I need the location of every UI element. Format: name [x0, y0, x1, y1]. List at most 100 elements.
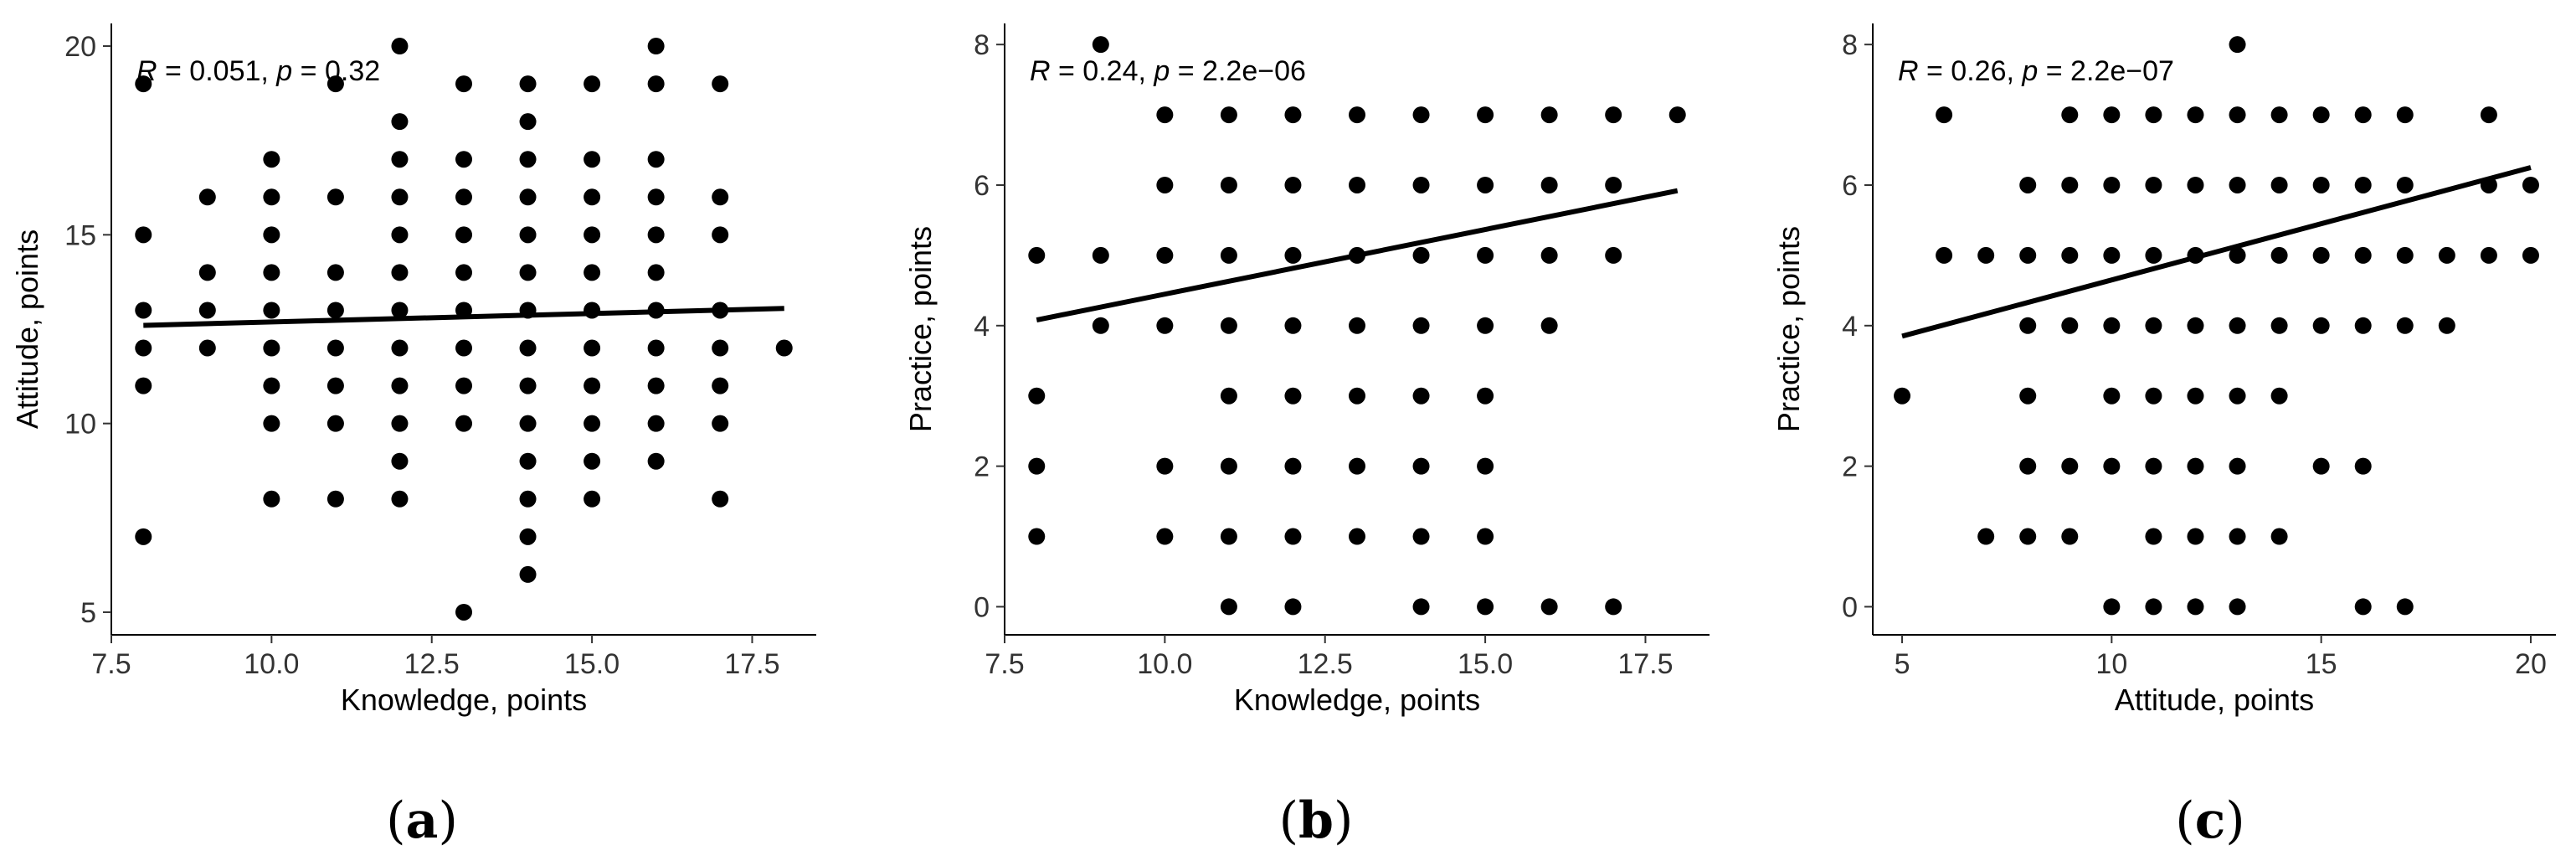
panel-b-label-close: ) — [1334, 791, 1353, 850]
panel-c-data-point — [2103, 317, 2121, 334]
panel-a-label-open: ( — [386, 791, 405, 850]
panel-c-data-point — [2145, 246, 2162, 264]
panel-a-x-tick-label: 15.0 — [564, 648, 620, 680]
panel-b-data-point — [1349, 457, 1365, 475]
panel-b-data-point — [1349, 106, 1365, 124]
panel-c-data-point — [2396, 106, 2414, 124]
panel-c-data-point — [2396, 317, 2414, 334]
panel-c-data-point — [1977, 528, 1995, 545]
panel-c-data-point — [2354, 317, 2372, 334]
panel-c-data-point — [2145, 598, 2162, 616]
panel-a-data-point — [584, 75, 601, 93]
panel-b-data-point — [1540, 598, 1558, 616]
panel-c: 5 10 15 20 0 2 4 6 8 Attitude, points Practice, po… — [1771, 23, 2556, 850]
panel-b-data-point — [1349, 387, 1365, 405]
panel-c-data-point — [2270, 246, 2288, 264]
panel-b-label-open: ( — [1279, 791, 1298, 850]
panel-a-data-point — [519, 75, 537, 93]
panel-a-data-point — [326, 490, 344, 508]
panel-a-data-point — [455, 377, 472, 394]
panel-a-data-point — [391, 415, 409, 432]
panel-c-data-point — [2187, 176, 2204, 193]
panel-b-data-point — [1412, 106, 1430, 124]
panel-a-data-point — [455, 415, 472, 432]
panel-b-label: (b) — [1279, 791, 1354, 850]
panel-a-data-point — [198, 264, 216, 281]
panel-b-data-point — [1284, 317, 1302, 334]
panel-a-annot-r-value: = 0.051, — [157, 55, 277, 87]
panel-c-data-point — [2354, 246, 2372, 264]
panel-a-data-point — [712, 415, 729, 432]
panel-b-y-tick-label: 2 — [974, 451, 990, 483]
panel-a-data-point — [455, 151, 472, 168]
panel-a-data-point — [647, 339, 665, 357]
panel-c-data-point — [1936, 106, 1953, 124]
panel-b-annot-p-label: p — [1153, 55, 1170, 87]
panel-c-data-point — [2103, 457, 2121, 475]
panel-a-data-point — [135, 226, 152, 244]
panel-b-x-tick-label: 12.5 — [1298, 648, 1353, 680]
panel-c-stats-annotation: R = 0.26, p = 2.2e−07 — [1898, 55, 2174, 87]
panel-c-data-point — [2480, 106, 2497, 124]
panel-a-data-point — [647, 188, 665, 206]
panel-b-data-point — [1477, 598, 1494, 616]
panel-a-data-point — [455, 188, 472, 206]
panel-a-annot-p-value: = 0.32 — [292, 55, 380, 87]
panel-b-data-point — [1156, 528, 1174, 545]
panel-a-data-point — [647, 151, 665, 168]
panel-a-data-point — [326, 264, 344, 281]
panel-c-data-point — [2145, 106, 2162, 124]
panel-c-data-point — [2061, 317, 2079, 334]
panel-a-data-point — [584, 415, 601, 432]
panel-b-data-point — [1284, 106, 1302, 124]
panel-b-x-tick-label: 17.5 — [1617, 648, 1673, 680]
panel-b-data-point — [1605, 246, 1622, 264]
panel-c-data-point — [2270, 176, 2288, 193]
panel-a-data-point — [263, 264, 280, 281]
panel-b-data-point — [1540, 246, 1558, 264]
panel-c-data-point — [2229, 176, 2246, 193]
panel-c-data-point — [2019, 246, 2037, 264]
panel-c-data-point — [2229, 106, 2246, 124]
panel-a-annot-p-label: p — [275, 55, 292, 87]
panel-c-data-point — [2438, 246, 2455, 264]
panel-c-data-point — [2061, 176, 2079, 193]
panel-c-data-point — [2480, 246, 2497, 264]
panel-b-data-point — [1477, 457, 1494, 475]
panel-c-y-tick-label: 6 — [1842, 170, 1858, 202]
panel-c-data-point — [2312, 317, 2330, 334]
panel-c-y-tick-label: 2 — [1842, 451, 1858, 483]
panel-a-data-point — [135, 377, 152, 394]
panel-c-data-point — [2270, 106, 2288, 124]
panel-c-data-point — [2354, 598, 2372, 616]
panel-c-x-axis-title: Attitude, points — [2115, 683, 2314, 717]
panel-b-y-tick-label: 8 — [974, 29, 990, 61]
panel-a-data-point — [519, 377, 537, 394]
panel-c-data-point — [2270, 387, 2288, 405]
panel-b-data-point — [1284, 528, 1302, 545]
panel-a-annot-r-label: R — [136, 55, 157, 87]
panel-a-data-point — [135, 302, 152, 319]
panel-a-x-tick-label: 10.0 — [244, 648, 299, 680]
panel-c-data-point — [2145, 176, 2162, 193]
panel-b-data-point — [1284, 598, 1302, 616]
panel-b-data-point — [1540, 176, 1558, 193]
panel-a-data-point — [712, 490, 729, 508]
panel-a-data-point — [263, 302, 280, 319]
panel-a-data-point — [263, 226, 280, 244]
panel-a-x-axis-title: Knowledge, points — [341, 683, 587, 717]
panel-a-data-point — [712, 226, 729, 244]
panel-b-data-point — [1156, 317, 1174, 334]
panel-c-label-close: ) — [2225, 791, 2244, 850]
panel-a-data-point — [391, 38, 409, 55]
panel-c-label: (c) — [2175, 791, 2244, 850]
panel-b-data-point — [1412, 528, 1430, 545]
panel-a-data-point — [263, 415, 280, 432]
panel-c-data-point — [2229, 598, 2246, 616]
panel-a-data-point — [326, 415, 344, 432]
panel-a-data-point — [519, 528, 537, 545]
panel-c-data-point — [2312, 106, 2330, 124]
panel-c-annot-r-value: = 0.26, — [1919, 55, 2023, 87]
panel-b-data-point — [1092, 317, 1109, 334]
panel-c-data-point — [2061, 457, 2079, 475]
